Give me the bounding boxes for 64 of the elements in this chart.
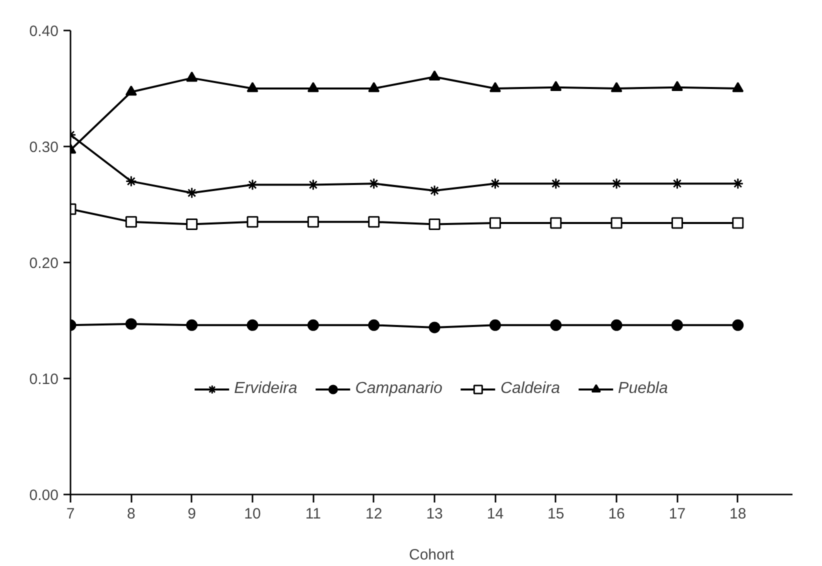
point [550,178,562,190]
point [610,217,622,229]
point [732,82,744,92]
y-tick-label: 0.00 [29,487,59,504]
point [307,319,319,331]
x-tick-label: 7 [66,506,75,522]
point [671,319,683,331]
point [489,178,501,190]
point [610,178,622,190]
point [125,85,137,96]
legend-label: Ervideira [234,380,298,398]
point [550,80,562,91]
x-tick-label: 16 [608,506,625,522]
y-tick-label: 0.10 [29,371,59,388]
y-tick-label: 0.20 [29,255,59,272]
legend-label: Caldeira [500,380,560,398]
x-tick-label: 14 [486,506,504,522]
legend-label: Puebla [618,380,668,398]
point [671,178,683,190]
point [550,319,562,331]
x-axis-title: Cohort [408,546,455,564]
point [671,217,683,229]
point [428,322,440,334]
point [368,319,380,331]
point [368,216,380,228]
point [307,216,319,228]
point [671,80,683,91]
point [368,82,380,92]
x-tick-label: 9 [188,506,196,522]
x-tick-label: 17 [668,506,686,522]
point [125,176,137,188]
point [428,218,440,230]
point [186,218,198,230]
x-tick-label: 10 [244,506,261,522]
point [489,217,501,229]
point [246,216,258,228]
x-tick-label: 18 [730,506,746,522]
point [428,70,440,81]
point [489,82,501,92]
x-tick-label: 12 [366,506,382,522]
point [186,187,198,199]
x-tick-label: 8 [127,506,136,522]
y-tick-label: 0.30 [29,139,59,156]
legend-label: Campanario [355,380,442,398]
y-tick-label: 0.40 [29,23,59,40]
point [732,319,744,331]
point [246,82,258,92]
point [125,318,137,330]
point [732,178,744,190]
point [428,184,440,196]
point [610,319,622,331]
x-tick-label: 11 [305,506,321,522]
point [186,319,198,331]
point [125,216,137,228]
point [246,319,258,331]
point [186,72,198,82]
x-tick-label: 15 [548,506,564,522]
point [368,178,380,190]
point [610,82,622,92]
point [307,82,319,92]
point [489,319,501,331]
point [732,217,744,229]
point [550,217,562,229]
x-tick-label: 13 [426,506,443,522]
